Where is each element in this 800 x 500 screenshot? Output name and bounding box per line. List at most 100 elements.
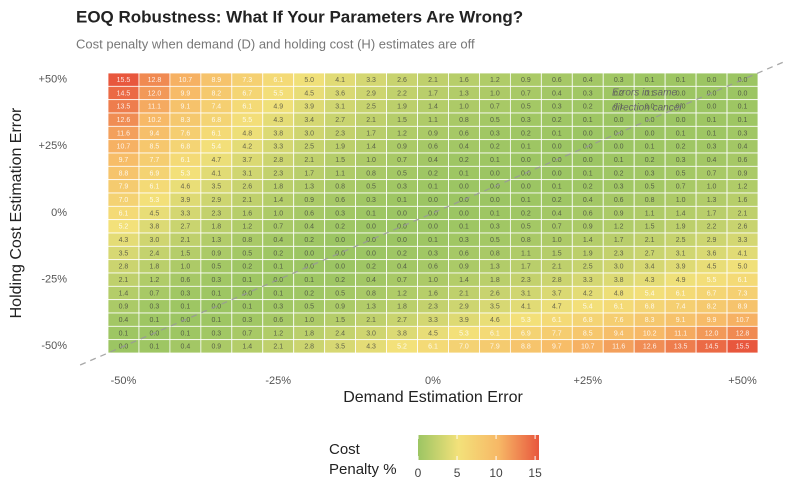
cell-label: 2.9 (366, 90, 376, 97)
cell-label: 0.4 (181, 344, 191, 351)
cell-label: 0.1 (150, 344, 160, 351)
cell-label: 2.7 (397, 317, 407, 324)
cell-label: 0.3 (150, 304, 160, 311)
cell-label: 0.7 (397, 277, 407, 284)
cell-label: 0.2 (552, 117, 562, 124)
cell-label: 6.1 (211, 130, 221, 137)
cell-label: 1.5 (335, 317, 345, 324)
cell-label: 3.5 (335, 344, 345, 351)
cell-label: 3.9 (304, 104, 314, 111)
cell-label: 0.0 (707, 77, 717, 84)
cell-label: 6.1 (428, 344, 438, 351)
cell-label: 7.4 (211, 104, 221, 111)
chart-title: EOQ Robustness: What If Your Parameters … (76, 7, 523, 26)
cell-label: 3.6 (707, 250, 717, 257)
cell-label: 4.9 (676, 277, 686, 284)
cell-label: 1.8 (211, 224, 221, 231)
cell-label: 0.3 (614, 77, 624, 84)
cell-label: 2.9 (459, 304, 469, 311)
cell-label: 0.0 (211, 304, 221, 311)
cell-label: 0.1 (645, 77, 655, 84)
cell-label: 1.0 (676, 197, 686, 204)
cell-label: 3.5 (211, 184, 221, 191)
cell-label: 1.2 (242, 224, 252, 231)
cell-label: 15.5 (117, 77, 131, 84)
cell-label: 2.8 (273, 157, 283, 164)
cell-label: 0.2 (676, 144, 686, 151)
cell-label: 0.1 (676, 130, 686, 137)
cell-label: 0.0 (366, 250, 376, 257)
cell-label: 3.0 (304, 130, 314, 137)
cell-label: 0.5 (490, 237, 500, 244)
cell-label: 0.2 (366, 264, 376, 271)
cell-label: 1.0 (428, 277, 438, 284)
cell-label: 1.9 (397, 104, 407, 111)
cell-label: 6.7 (242, 90, 252, 97)
cell-label: 0.9 (304, 197, 314, 204)
cell-label: 0.3 (521, 117, 531, 124)
cell-label: 1.0 (304, 317, 314, 324)
cell-label: 9.9 (707, 317, 717, 324)
cell-label: 6.1 (242, 104, 252, 111)
cell-label: 5.5 (273, 90, 283, 97)
cell-label: 0.9 (335, 304, 345, 311)
cell-label: 0.1 (211, 290, 221, 297)
cell-label: 0.2 (335, 224, 345, 231)
cell-label: 0.0 (676, 90, 686, 97)
cell-label: 2.2 (707, 224, 717, 231)
cell-label: 0.1 (583, 117, 593, 124)
cell-label: 0.0 (150, 330, 160, 337)
cell-label: 0.2 (645, 157, 655, 164)
cell-label: 0.5 (304, 304, 314, 311)
cell-label: 0.3 (428, 250, 438, 257)
cell-label: 0.2 (335, 277, 345, 284)
cell-label: 2.3 (273, 170, 283, 177)
y-axis-title: Holding Cost Estimation Error (8, 107, 25, 318)
cell-label: 0.6 (335, 197, 345, 204)
cell-label: 12.6 (117, 117, 131, 124)
cell-label: 0.7 (552, 224, 562, 231)
cell-label: 0.1 (397, 197, 407, 204)
cell-label: 0.0 (614, 144, 624, 151)
cell-label: 0.1 (428, 237, 438, 244)
cell-label: 6.7 (707, 290, 717, 297)
cell-label: 15.5 (736, 344, 750, 351)
cell-label: 1.0 (459, 104, 469, 111)
cell-label: 0.3 (211, 330, 221, 337)
cell-label: 0.0 (397, 224, 407, 231)
cell-label: 0.0 (335, 237, 345, 244)
cell-label: 0.8 (459, 117, 469, 124)
cell-label: 0.0 (676, 104, 686, 111)
cell-label: 12.6 (643, 344, 657, 351)
cell-label: 0.0 (335, 250, 345, 257)
cell-label: 0.0 (459, 210, 469, 217)
cell-label: 6.8 (583, 317, 593, 324)
cell-label: 7.0 (119, 197, 129, 204)
cell-label: 5.4 (583, 304, 593, 311)
cell-label: 0.0 (521, 170, 531, 177)
cell-label: 0.1 (490, 157, 500, 164)
colorbar-tick-label: 10 (489, 466, 503, 480)
cell-label: 0.1 (614, 157, 624, 164)
cell-label: 1.9 (583, 250, 593, 257)
cell-label: 6.1 (119, 210, 129, 217)
cell-label: 4.1 (521, 304, 531, 311)
cell-label: 0.4 (366, 277, 376, 284)
cell-label: 2.1 (428, 77, 438, 84)
y-tick-label: -25% (41, 274, 67, 286)
cell-label: 2.6 (490, 290, 500, 297)
cell-label: 0.1 (150, 317, 160, 324)
cell-label: 0.4 (738, 144, 748, 151)
cell-label: 7.4 (676, 304, 686, 311)
cell-label: 8.9 (738, 304, 748, 311)
cell-label: 1.6 (428, 290, 438, 297)
cell-label: 0.3 (707, 144, 717, 151)
cell-label: 0.1 (738, 117, 748, 124)
cell-label: 1.7 (614, 237, 624, 244)
cell-label: 0.2 (242, 264, 252, 271)
cell-label: 10.7 (179, 77, 193, 84)
cell-label: 0.9 (738, 170, 748, 177)
colorbar-tick-label: 0 (415, 466, 422, 480)
annotation: Errors in same (612, 88, 677, 99)
